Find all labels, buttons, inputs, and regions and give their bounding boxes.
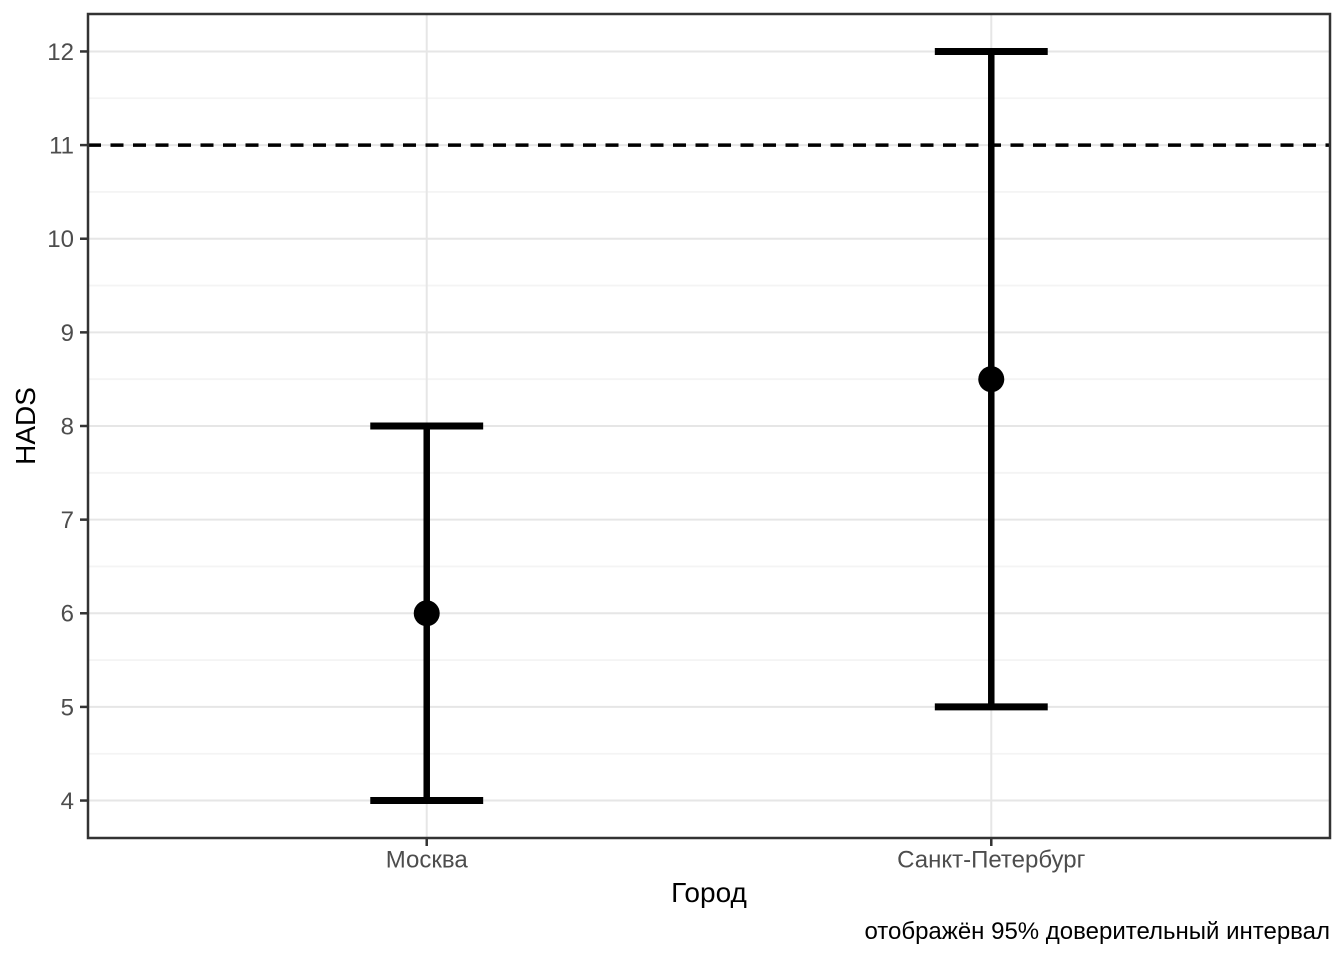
y-tick-label: 9: [61, 320, 74, 347]
x-tick-label: Санкт-Петербург: [897, 846, 1085, 873]
y-tick-label: 5: [61, 694, 74, 721]
y-tick-label: 11: [49, 132, 74, 159]
y-tick-label: 10: [47, 226, 74, 253]
mean-point: [413, 600, 440, 627]
x-axis-title: Город: [671, 877, 747, 908]
y-tick-label: 12: [47, 39, 74, 66]
y-tick-label: 4: [61, 788, 74, 815]
x-tick-label: Москва: [386, 846, 469, 873]
y-tick-label: 6: [61, 601, 74, 628]
mean-point: [978, 366, 1005, 393]
y-tick-label: 8: [61, 413, 74, 440]
y-axis-title: HADS: [10, 387, 41, 465]
y-tick-label: 7: [61, 507, 74, 534]
chart-caption: отображён 95% доверительный интервал: [864, 918, 1330, 945]
